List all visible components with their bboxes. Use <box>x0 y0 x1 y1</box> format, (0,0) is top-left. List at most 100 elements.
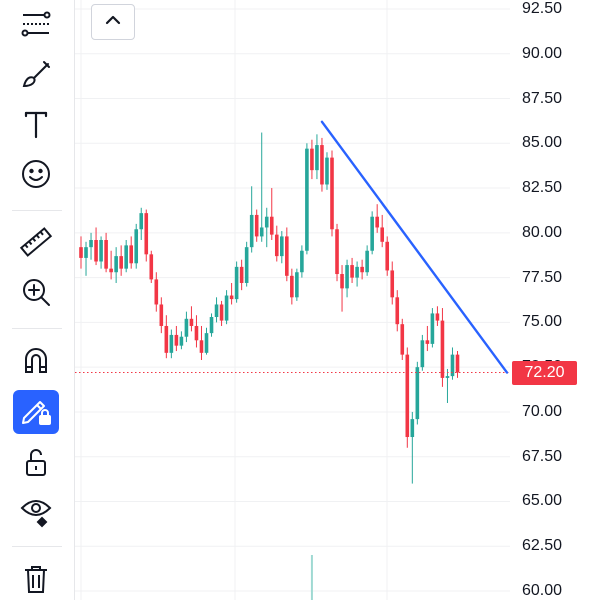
candle-body <box>94 240 98 262</box>
lock-drawing-mode-icon <box>18 392 54 433</box>
candle-body <box>224 295 229 321</box>
unlock-icon <box>18 444 54 485</box>
candle-body <box>79 247 83 258</box>
candle-body <box>305 148 309 251</box>
candle-body <box>144 213 149 255</box>
candle-body <box>405 354 410 438</box>
candle-body <box>455 354 460 373</box>
toolbar-border <box>74 0 75 600</box>
candle-body <box>99 240 103 262</box>
candle-body <box>360 266 364 273</box>
candle-body <box>114 256 118 273</box>
magnet-button[interactable] <box>13 340 59 384</box>
delete-drawings-button[interactable] <box>13 558 59 602</box>
candle-body <box>325 157 329 185</box>
candle-body <box>259 227 264 237</box>
candle-body <box>244 247 249 283</box>
price-tick-label: 92.50 <box>522 0 563 17</box>
price-tick-label: 82.50 <box>522 179 563 197</box>
trend-line-tools-icon <box>18 6 54 47</box>
candle-body <box>415 367 420 420</box>
candle-body <box>350 265 354 278</box>
candle-body <box>229 295 234 300</box>
candle-body <box>315 145 319 171</box>
candle-body <box>365 250 369 273</box>
zoom-in-icon <box>18 274 54 315</box>
candle-body <box>149 254 154 280</box>
unlock-button[interactable] <box>13 442 59 486</box>
brush-icon <box>18 56 54 97</box>
chart-pane[interactable] <box>75 0 510 600</box>
lock-drawing-mode-button[interactable] <box>13 390 59 434</box>
brush-button[interactable] <box>13 54 59 98</box>
candle-body <box>385 241 390 271</box>
candle-body <box>129 245 133 264</box>
zoom-in-button[interactable] <box>13 272 59 316</box>
emoji-icon <box>18 156 54 197</box>
price-tick-label: 70.00 <box>522 402 563 420</box>
candle-body <box>179 336 184 346</box>
volume-bar <box>310 555 313 600</box>
candle-body <box>310 148 314 171</box>
candle-body <box>375 216 379 228</box>
candle-body <box>239 266 244 283</box>
candle-body <box>380 227 384 242</box>
candle-body <box>355 266 359 278</box>
candle-body <box>285 236 289 276</box>
ruler-icon <box>18 224 54 265</box>
collapse-toolbar-button[interactable] <box>91 4 135 40</box>
candle-body <box>234 266 239 300</box>
candle-body <box>400 324 405 355</box>
candle-body <box>199 340 204 353</box>
candle-body <box>119 256 123 269</box>
trash-icon <box>18 560 54 601</box>
candle-body <box>154 279 159 305</box>
last-price-label: 72.20 <box>512 360 577 385</box>
trend-line-tools-button[interactable] <box>13 4 59 48</box>
candle-body <box>440 320 445 378</box>
candle-body <box>269 216 274 235</box>
candle-body <box>300 250 304 273</box>
candle-body <box>174 334 179 346</box>
price-tick-label: 62.50 <box>522 537 563 555</box>
drawing-toolbar <box>0 0 74 600</box>
candle-body <box>84 247 88 258</box>
candle-body <box>410 419 415 438</box>
candle-body <box>370 216 374 251</box>
price-tick-label: 85.00 <box>522 134 563 152</box>
candle-body <box>104 240 108 269</box>
price-tick-label: 60.00 <box>522 582 563 600</box>
candle-body <box>189 318 194 326</box>
candle-body <box>169 334 174 353</box>
price-tick-label: 90.00 <box>522 44 563 62</box>
price-tick-label: 65.00 <box>522 492 563 510</box>
candle-body <box>249 214 254 248</box>
candle-body <box>219 304 224 321</box>
candle-body <box>194 325 199 341</box>
candle-body <box>290 275 294 298</box>
ruler-button[interactable] <box>13 222 59 266</box>
candle-body <box>395 297 400 325</box>
candle-body <box>340 274 344 289</box>
candle-body <box>89 240 93 248</box>
price-axis[interactable]: 92.50 90.00 87.50 85.00 82.50 80.00 77.50 75.00… <box>510 0 600 600</box>
eye-button[interactable] <box>13 490 59 534</box>
candle-body <box>450 354 455 377</box>
emoji-button[interactable] <box>13 154 59 198</box>
candle-body <box>280 236 284 257</box>
text-tool-button[interactable] <box>13 104 59 148</box>
candle-body <box>295 272 299 298</box>
candle-body <box>254 214 259 237</box>
candlestick-chart[interactable] <box>75 0 510 600</box>
candle-body <box>445 376 450 378</box>
toolbar-separator <box>12 328 62 329</box>
candle-body <box>164 325 169 353</box>
magnet-icon <box>18 342 54 383</box>
candle-body <box>134 229 139 264</box>
price-tick-label: 77.50 <box>522 268 563 286</box>
candle-body <box>139 213 144 230</box>
chevron-up-icon <box>104 13 122 31</box>
eye-icon <box>18 492 54 533</box>
candle-body <box>435 313 440 321</box>
candle-body <box>425 340 430 344</box>
